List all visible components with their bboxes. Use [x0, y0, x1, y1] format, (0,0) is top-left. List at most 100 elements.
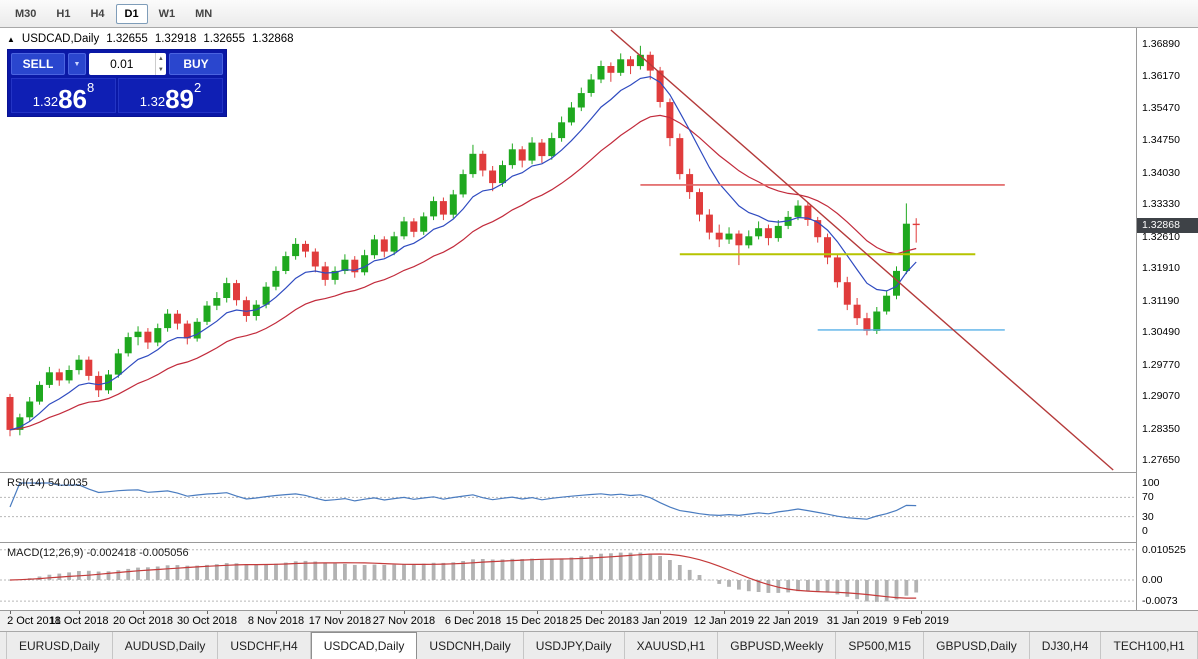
volume-input[interactable]: [89, 53, 155, 75]
date-axis-tick: [473, 611, 474, 614]
date-axis[interactable]: 2 Oct 2018 11 Oct 2018 20 Oct 2018 30 Oct 2…: [0, 610, 1198, 631]
date-axis-label: 11 Oct 2018: [49, 615, 109, 627]
timeframe-button-m30[interactable]: M30: [15, 7, 37, 20]
trend-up-icon: ▲: [7, 35, 15, 44]
chart-tab-gbpusd-weekly[interactable]: GBPUSD,Weekly: [718, 632, 837, 659]
stepper-down-icon[interactable]: ▼: [157, 66, 164, 73]
ohlc-low-value: 1.32655: [203, 33, 245, 45]
price-axis-label: 1.36890: [1142, 38, 1180, 50]
chevron-down-icon: ▼: [73, 60, 81, 68]
rsi-axis-label: 100: [1142, 477, 1160, 489]
date-axis-tick: [788, 611, 789, 614]
price-axis-label: 1.27650: [1142, 454, 1180, 466]
price-axis-label: 1.34030: [1142, 167, 1180, 179]
price-axis-label: 1.28350: [1142, 423, 1180, 435]
date-axis-label: 25 Dec 2018: [569, 615, 633, 627]
rsi-indicator-label: RSI(14) 54.0035: [7, 477, 88, 489]
chart-tab-usdjpy-daily[interactable]: USDJPY,Daily: [523, 632, 625, 659]
date-axis-label: 22 Jan 2019: [757, 615, 819, 627]
ohlc-high-value: 1.32918: [154, 33, 197, 45]
ask-price-display: 1.32 89 2: [118, 78, 223, 113]
chart-tab-usdcnh-daily[interactable]: USDCNH,Daily: [417, 632, 524, 659]
price-axis-label: 1.33330: [1142, 198, 1180, 210]
ask-price-pip: 2: [194, 80, 202, 95]
price-axis-label: 1.32610: [1142, 231, 1180, 243]
volume-stepper[interactable]: ▲ ▼: [154, 53, 166, 75]
date-axis-label: 31 Jan 2019: [826, 615, 888, 627]
date-axis-tick: [724, 611, 725, 614]
chart-header: ▲ USDCAD,Daily 1.32655 1.32918 1.32655 1…: [7, 33, 294, 45]
date-axis-label: 2 Oct 2018: [7, 615, 61, 627]
sell-button[interactable]: SELL: [11, 53, 65, 75]
volume-dropdown-button[interactable]: ▼: [68, 53, 86, 75]
rsi-axis-label: 30: [1142, 511, 1154, 523]
stepper-up-icon[interactable]: ▲: [157, 55, 164, 62]
price-axis-label: 1.34750: [1142, 134, 1180, 146]
date-axis-label: 20 Oct 2018: [113, 615, 173, 627]
ohlc-close-value: 1.32868: [251, 33, 294, 45]
date-axis-label: 30 Oct 2018: [177, 615, 237, 627]
date-axis-tick: [207, 611, 208, 614]
ask-price-big: 89: [165, 83, 194, 114]
date-axis-tick: [404, 611, 405, 614]
chart-tab-dj30-h4[interactable]: DJ30,H4: [1029, 632, 1102, 659]
date-axis-label: 15 Dec 2018: [505, 615, 569, 627]
timeframe-toolbar: M30 H1 H4 D1 W1 MN: [0, 0, 1198, 28]
date-axis-tick: [921, 611, 922, 614]
timeframe-button-h4[interactable]: H4: [90, 7, 105, 20]
chart-tab-xauusd-h1[interactable]: XAUUSD,H1: [624, 632, 719, 659]
one-click-trading-panel: SELL ▼ ▲ ▼ BUY 1.32 86 8: [7, 49, 227, 117]
panel-splitter[interactable]: [0, 542, 1198, 543]
chart-tab-audusd-daily[interactable]: AUDUSD,Daily: [112, 632, 219, 659]
timeframe-button-d1[interactable]: D1: [115, 3, 148, 24]
date-axis-tick: [143, 611, 144, 614]
chart-symbol-label: USDCAD,Daily: [21, 33, 100, 45]
chart-tab-eurusd-daily[interactable]: EURUSD,Daily: [6, 632, 113, 659]
chart-tab-sp500-m15[interactable]: SP500,M15: [836, 632, 925, 659]
chart-tabs-bar: EURUSD,Daily AUDUSD,Daily USDCHF,H4 USDCAD,…: [0, 631, 1198, 659]
date-axis-tick: [601, 611, 602, 614]
date-axis-label: 27 Nov 2018: [372, 615, 436, 627]
macd-indicator-label: MACD(12,26,9) -0.002418 -0.005056: [7, 547, 189, 559]
chart-tab-tech100-h1[interactable]: TECH100,H1: [1101, 632, 1198, 659]
macd-axis-label: -0.0073: [1142, 595, 1178, 607]
chart-tab-usdchf-h4[interactable]: USDCHF,H4: [218, 632, 311, 659]
price-axis-label: 1.29770: [1142, 359, 1180, 371]
bid-price-pip: 8: [87, 80, 95, 95]
buy-button[interactable]: BUY: [169, 53, 223, 75]
ask-price-prefix: 1.32: [139, 94, 166, 109]
ohlc-open-value: 1.32655: [106, 33, 148, 45]
current-price-badge: 1.32868: [1137, 218, 1198, 233]
bid-price-prefix: 1.32: [32, 94, 59, 109]
timeframe-button-h1[interactable]: H1: [56, 7, 71, 20]
timeframe-button-w1[interactable]: W1: [158, 7, 176, 20]
chart-tab-gbpusd-daily[interactable]: GBPUSD,Daily: [924, 632, 1030, 659]
price-axis[interactable]: 1.36890 1.36170 1.35470 1.34750 1.34030 1.333…: [1136, 28, 1198, 610]
main-chart-canvas[interactable]: [0, 28, 1136, 472]
date-axis-tick: [537, 611, 538, 614]
price-axis-label: 1.35470: [1142, 102, 1180, 114]
date-axis-tick: [340, 611, 341, 614]
rsi-axis-label: 70: [1142, 491, 1154, 503]
rsi-axis-label: 0: [1142, 525, 1148, 537]
chart-tab-usdcad-daily[interactable]: USDCAD,Daily: [310, 632, 418, 659]
panel-splitter[interactable]: [0, 472, 1198, 473]
date-axis-tick: [10, 611, 11, 614]
timeframe-button-mn[interactable]: MN: [195, 7, 213, 20]
volume-field: ▲ ▼: [89, 53, 166, 75]
date-axis-tick: [857, 611, 858, 614]
date-axis-label: 9 Feb 2019: [893, 615, 949, 627]
macd-axis-label: 0.010525: [1142, 544, 1186, 556]
rsi-indicator-canvas[interactable]: [0, 473, 1136, 542]
price-axis-label: 1.31190: [1142, 295, 1180, 307]
price-axis-label: 1.29070: [1142, 390, 1180, 402]
date-axis-tick: [79, 611, 80, 614]
date-axis-tick: [660, 611, 661, 614]
price-axis-label: 1.31910: [1142, 262, 1180, 274]
macd-indicator-canvas[interactable]: [0, 543, 1136, 610]
date-axis-label: 6 Dec 2018: [444, 615, 502, 627]
macd-axis-label: 0.00: [1142, 574, 1163, 586]
chart-window: 1.36890 1.36170 1.35470 1.34750 1.34030 1.333…: [0, 28, 1198, 631]
date-axis-label: 3 Jan 2019: [632, 615, 688, 627]
